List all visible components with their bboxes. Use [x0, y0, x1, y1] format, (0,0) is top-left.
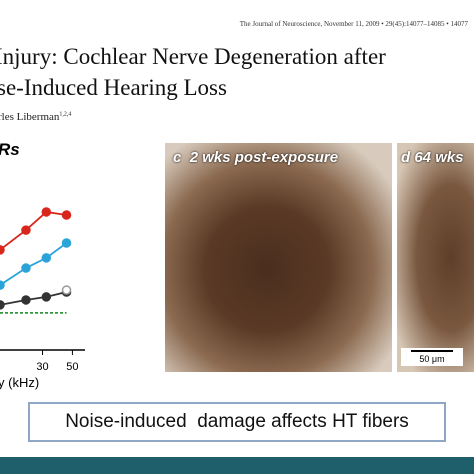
panel-title: 64 wks: [414, 149, 464, 166]
data-point: [21, 263, 31, 273]
x-tick-label: 30: [36, 361, 48, 373]
data-point: [21, 295, 31, 305]
series-line: [0, 210, 67, 251]
scale-label: 50 μm: [419, 354, 445, 364]
panel-letter: c: [173, 149, 182, 166]
chart: Rs 30 50 y (kHz): [0, 140, 85, 390]
data-point: [0, 300, 5, 310]
caption-box: Noise-induced damage affects HT fibers: [28, 402, 446, 442]
micrograph: d 64 wks 50 μm: [397, 143, 474, 372]
panel-title: 2 wks post-exposure: [189, 149, 339, 166]
footer-band: [0, 457, 474, 474]
journal-line: The Journal of Neuroscience, November 11…: [239, 20, 468, 28]
author: rles Liberman1,2,4: [0, 111, 71, 123]
panel-label: d 64 wks: [401, 149, 464, 166]
chart-title: Rs: [0, 140, 20, 159]
author-affil: 1,2,4: [59, 111, 72, 118]
data-point: [0, 280, 5, 290]
data-point: [0, 245, 5, 255]
data-point: [41, 207, 52, 217]
scale-bar: 50 μm: [401, 348, 463, 366]
panel-letter: d: [401, 149, 411, 166]
micrograph: c 2 wks post-exposure: [165, 143, 392, 372]
data-point: [61, 285, 72, 295]
data-point: [41, 253, 52, 263]
data-point: [41, 292, 52, 302]
data-point: [21, 225, 31, 235]
x-tick-label: 50: [66, 361, 78, 373]
data-point: [61, 238, 72, 248]
author-name: rles Liberman: [0, 111, 60, 123]
data-point: [61, 210, 72, 220]
scale-line: [411, 350, 453, 352]
series-line: [0, 242, 68, 286]
paper-title: Injury: Cochlear Nerve Degeneration afte…: [0, 44, 386, 69]
panel-label: c 2 wks post-exposure: [173, 149, 338, 166]
x-axis-label: y (kHz): [0, 375, 39, 390]
series-line: [0, 291, 67, 306]
paper-title: se-Induced Hearing Loss: [0, 75, 227, 100]
